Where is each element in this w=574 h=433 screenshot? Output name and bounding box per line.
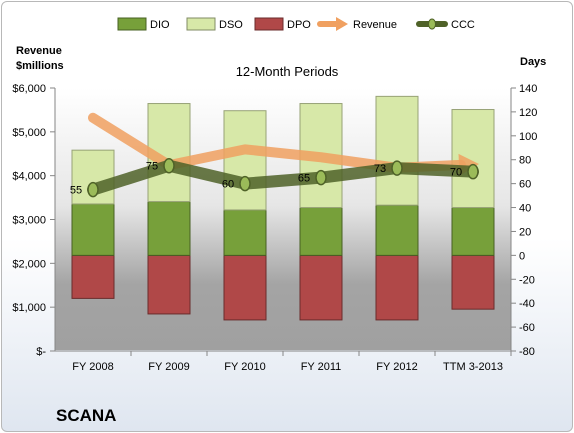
y-right-label: Days [520,56,546,68]
x-tick-label: TTM 3-2013 [443,361,503,373]
x-tick-label: FY 2010 [224,361,265,373]
ccc-series: 55 75 60 65 73 70 [70,157,479,198]
left-tick-label: $5,000 [12,127,46,139]
right-tick-label: 0 [519,250,525,262]
x-tick-label: FY 2011 [301,361,342,373]
right-tick-label: 80 [519,155,531,167]
left-axis-ticks: $- $1,000 $2,000 $3,000 $4,000 $5,000 $6,000 [12,83,55,358]
legend-arrowhead-revenue [336,17,348,31]
legend-label-dpo: DPO [287,19,311,31]
left-tick-label: $1,000 [12,302,46,314]
bar-dso [223,110,267,211]
bar-dpo [299,254,343,321]
chart-title: 12-Month Periods [236,64,339,79]
x-axis-ticks: FY 2008 FY 2009 FY 2010 FY 2011 FY 2012 TTM 3… [72,351,512,373]
left-tick-label: $3,000 [12,215,46,227]
legend: DIO DSO DPO Revenue CCC [117,17,475,31]
ccc-data-label: 73 [374,163,386,175]
plot-area [55,88,511,350]
ccc-data-label: 65 [298,173,310,185]
right-tick-label: 140 [519,83,537,95]
right-tick-label: -20 [519,274,535,286]
ccc-marker [163,157,175,174]
x-tick-label: FY 2008 [72,361,113,373]
bar-dpo [451,254,495,310]
ccc-marker [315,169,327,186]
right-tick-label: 40 [519,203,531,215]
right-tick-label: -60 [519,322,535,334]
ccc-marker [391,160,403,176]
right-tick-label: 60 [519,179,531,191]
bar-dio [451,207,495,256]
x-tick-label: FY 2012 [376,361,417,373]
y-left-label-line2: $millions [16,60,64,72]
left-tick-label: $2,000 [12,258,46,270]
legend-label-revenue: Revenue [353,19,397,31]
right-axis-ticks: -80 -60 -40 -20 0 20 40 60 80 100 120 140 [511,83,537,358]
left-tick-label: $6,000 [12,83,46,95]
y-left-label-line1: Revenue [16,45,62,57]
bar-dpo [147,254,191,315]
ccc-data-label: 60 [222,179,234,191]
x-tick-label: FY 2009 [148,361,189,373]
ccc-marker [239,175,251,192]
bar-dio [299,207,343,256]
legend-swatch-dio [117,17,147,31]
bar-dio [71,203,115,256]
bar-dpo [375,254,419,321]
ccc-data-label: 70 [450,167,462,179]
right-tick-label: 100 [519,131,537,143]
right-tick-label: -80 [519,346,535,358]
left-tick-label: $- [36,346,46,358]
legend-swatch-dso [186,17,216,31]
left-tick-label: $4,000 [12,171,46,183]
bar-dio [375,204,419,256]
ccc-marker [467,163,479,180]
ccc-data-label: 75 [146,161,158,173]
company-name: SCANA [56,406,116,425]
right-tick-label: 20 [519,226,531,238]
ccc-marker [87,181,99,198]
bar-dpo [223,254,267,321]
legend-marker-ccc [428,18,436,30]
bar-dio [147,201,191,256]
legend-label-dso: DSO [219,19,243,31]
bar-dpo [71,254,115,299]
legend-label-ccc: CCC [451,19,475,31]
legend-swatch-dpo [254,17,284,31]
right-tick-label: -40 [519,298,535,310]
bar-dso [451,109,495,209]
ccc-data-label: 55 [70,185,82,197]
right-tick-label: 120 [519,107,537,119]
ccc-line [87,159,479,196]
bar-dio [223,209,267,256]
bar-dso [375,95,419,206]
legend-label-dio: DIO [150,19,170,31]
